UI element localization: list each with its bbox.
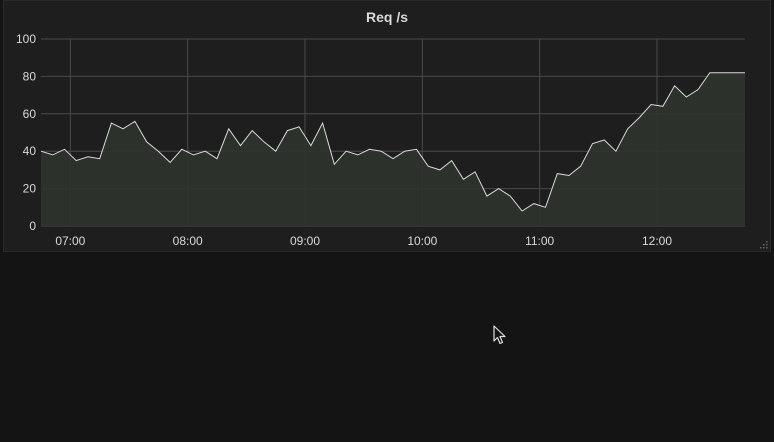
chart-area: 0 20 40 60 80 100 07:00 08:00 09:00 10:00 11:00 12…	[16, 32, 745, 248]
x-tick-label: 07:00	[55, 234, 85, 248]
y-tick-label: 60	[23, 107, 37, 121]
y-tick-label: 100	[16, 32, 36, 46]
x-tick-label: 10:00	[407, 234, 437, 248]
y-axis-ticks: 0 20 40 60 80 100	[16, 32, 36, 233]
y-tick-label: 0	[29, 219, 36, 233]
x-tick-label: 08:00	[173, 234, 203, 248]
y-tick-label: 20	[23, 182, 37, 196]
resize-handle-icon[interactable]	[760, 241, 768, 249]
mouse-pointer-icon	[493, 325, 506, 345]
x-tick-label: 11:00	[525, 234, 554, 248]
series-line[interactable]	[40, 72, 745, 212]
graph-panel: Req /s 0 20 40 60 80 100 07:00 08:00 09:00 10:00…	[3, 0, 771, 252]
y-tick-label: 40	[23, 144, 37, 158]
x-tick-label: 12:00	[642, 234, 672, 248]
series-area	[40, 72, 745, 226]
panel-title[interactable]: Req /s	[365, 9, 408, 25]
x-axis-ticks: 07:00 08:00 09:00 10:00 11:00 12:00	[55, 234, 672, 248]
x-tick-label: 09:00	[290, 234, 320, 248]
y-tick-label: 80	[23, 69, 37, 83]
series-area-fill	[41, 72, 745, 226]
